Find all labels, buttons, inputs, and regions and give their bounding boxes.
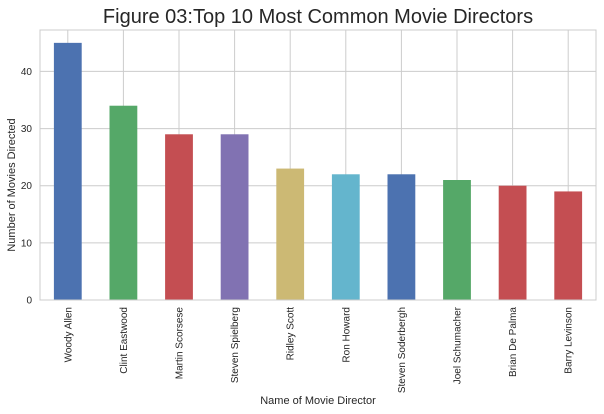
bars: [53, 42, 583, 300]
y-tick-label: 20: [21, 181, 33, 192]
x-tick-label: Steven Soderbergh: [397, 307, 408, 393]
x-tick-label: Ron Howard: [341, 307, 352, 363]
bar-martin-scorsese: [165, 134, 193, 300]
x-axis-label: Name of Movie Director: [260, 395, 376, 407]
bar-barry-levinson: [554, 191, 583, 300]
x-tick-label: Ridley Scott: [286, 307, 297, 361]
bar-steven-soderbergh: [387, 174, 416, 300]
x-tick-label: Joel Schumacher: [453, 306, 464, 384]
bar-steven-spielberg: [220, 134, 249, 300]
x-tick-label: Brian De Palma: [508, 307, 519, 377]
y-tick-label: 30: [21, 124, 33, 135]
x-tick-label: Clint Eastwood: [119, 307, 130, 374]
x-tick-label: Martin Scorsese: [175, 307, 186, 380]
bar-woody-allen: [53, 42, 82, 300]
y-tick-label: 10: [21, 238, 33, 249]
bar-clint-eastwood: [109, 105, 138, 300]
chart-title: Figure 03:Top 10 Most Common Movie Direc…: [103, 6, 533, 28]
bar-brian-de-palma: [498, 185, 527, 300]
x-tick-label: Woody Allen: [63, 307, 74, 362]
y-ticks: 0 10 20 30 40: [21, 67, 33, 307]
plot-frame: [39, 29, 597, 301]
y-tick-label: 40: [21, 67, 33, 78]
x-tick-label: Steven Spielberg: [230, 307, 241, 383]
bar-joel-schumacher: [443, 180, 471, 300]
bar-ron-howard: [331, 174, 360, 300]
bar-ridley-scott: [276, 168, 305, 300]
y-axis-label: Number of Movies Directed: [6, 118, 18, 251]
y-tick-label: 0: [26, 296, 32, 307]
x-tick-label: Barry Levinson: [564, 307, 575, 374]
x-ticks: Woody Allen Clint Eastwood Martin Scorsese…: [63, 306, 574, 393]
